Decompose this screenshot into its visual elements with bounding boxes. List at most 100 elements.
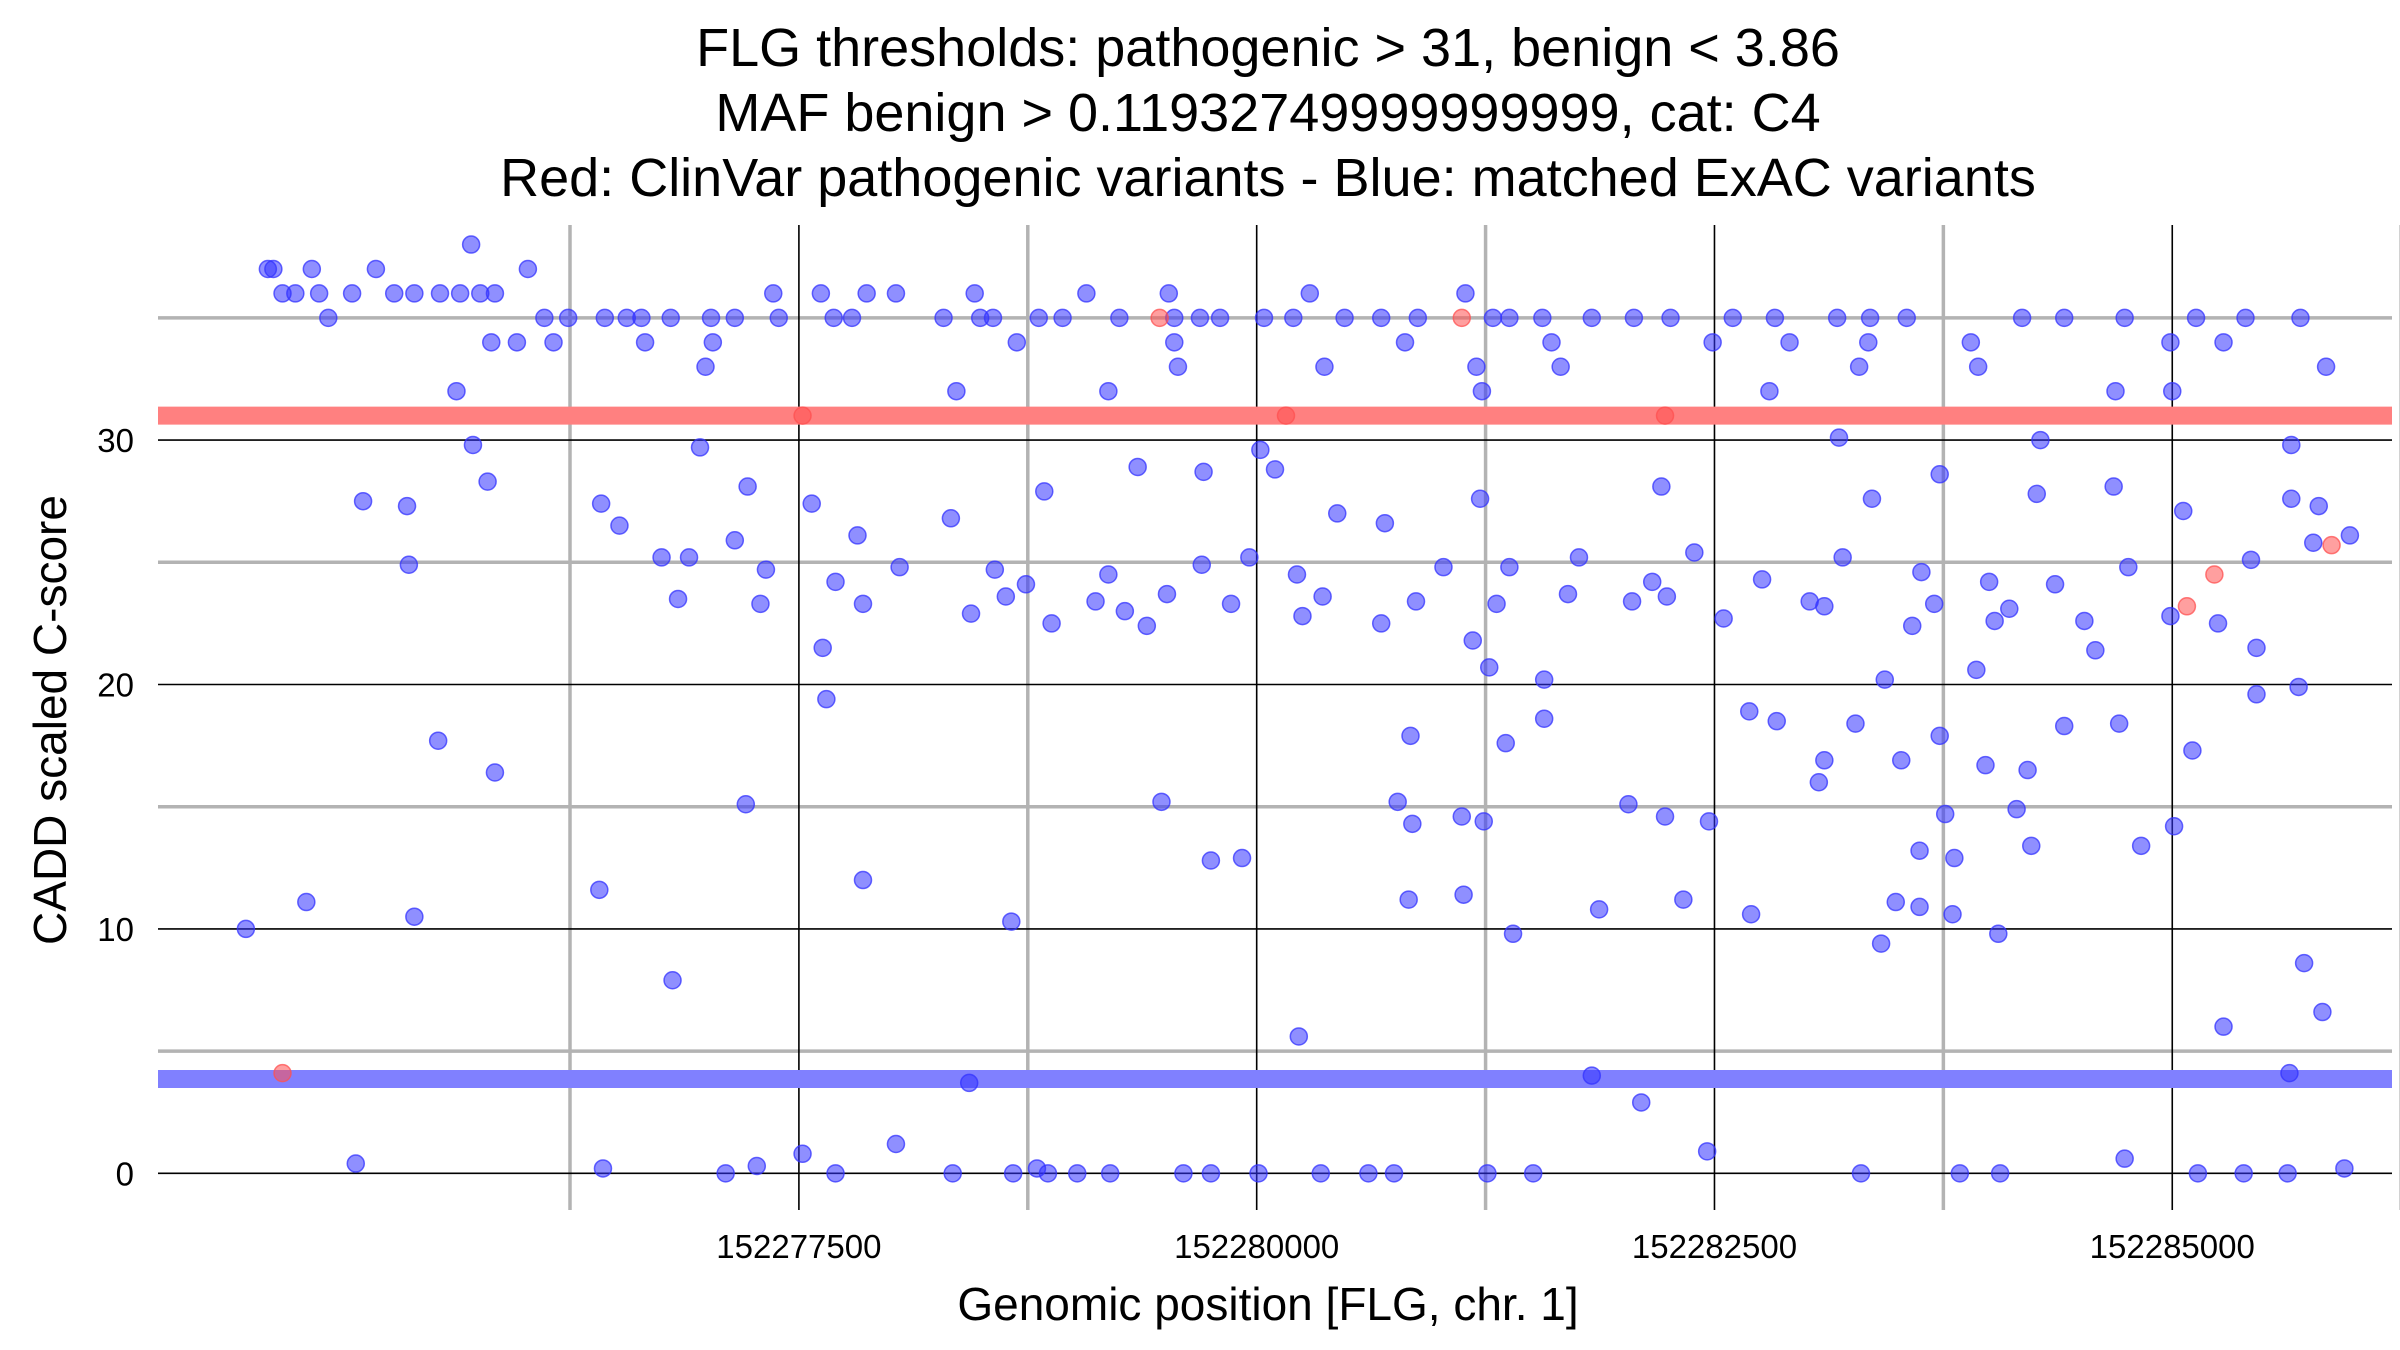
benign-variant-point (1558, 584, 1578, 604)
benign-variant-point (2278, 1164, 2297, 1183)
pathogenic-variant-point (1452, 308, 1472, 328)
benign-variant-point (2131, 836, 2151, 856)
benign-variant-point (535, 308, 554, 328)
benign-variant-point (1300, 284, 1320, 303)
benign-variant-point (1371, 308, 1391, 328)
benign-variant-point (1434, 557, 1453, 577)
benign-variant-point (1780, 333, 1799, 352)
benign-variant-point (430, 284, 450, 303)
benign-variant-point (1029, 308, 1049, 328)
benign-variant-point (1254, 308, 1274, 328)
benign-variant-point (764, 284, 783, 303)
benign-variant-point (405, 907, 424, 926)
benign-variant-point (983, 308, 1003, 328)
benign-variant-point (2294, 953, 2314, 973)
pathogenic-variant-point (2177, 597, 2197, 616)
benign-variant-point (1622, 592, 1642, 611)
benign-variant-point (1053, 308, 1072, 328)
benign-variant-point (1902, 616, 1922, 636)
benign-variant-point (264, 259, 283, 279)
benign-variant-point (286, 284, 305, 303)
benign-variant-point (853, 594, 873, 614)
benign-variant-point (1752, 570, 1772, 589)
benign-variant-point (1703, 333, 1722, 352)
benign-variant-point (2241, 550, 2261, 570)
benign-variant-point (1860, 308, 1880, 328)
benign-variant-point (1990, 1164, 2010, 1183)
benign-variant-point (1500, 308, 1519, 328)
pathogenic-variant-point (273, 1063, 292, 1083)
benign-variant-point (1589, 900, 1609, 919)
benign-variant-point (826, 1164, 845, 1183)
benign-variant-point (701, 308, 721, 328)
benign-variant-point (668, 589, 688, 609)
benign-variant-point (2086, 641, 2105, 660)
benign-variant-point (2173, 501, 2193, 521)
benign-variant-point (747, 1156, 767, 1176)
benign-variant-point (397, 496, 417, 516)
benign-variant-point (1168, 357, 1188, 377)
benign-variant-point (2291, 308, 2310, 328)
benign-variant-point (428, 731, 448, 750)
benign-variant-point (2289, 677, 2308, 697)
benign-variant-point (1892, 751, 1911, 770)
benign-variant-point (2119, 557, 2138, 577)
benign-variant-point (1165, 333, 1184, 352)
benign-variant-point (1871, 934, 1891, 953)
benign-variant-point (1503, 924, 1523, 944)
benign-variant-point (736, 795, 756, 814)
benign-variant-point (1110, 308, 1129, 328)
benign-variant-point (2022, 836, 2041, 856)
benign-variant-point (1467, 357, 1486, 377)
benign-variant-point (2309, 496, 2329, 516)
benign-variant-point (813, 638, 832, 658)
benign-variant-point (817, 689, 836, 709)
benign-variant-point (2214, 333, 2233, 352)
benign-variant-point (1827, 308, 1847, 328)
benign-variant-point (853, 870, 873, 890)
benign-variant-point (1401, 726, 1420, 746)
benign-variant-point (1479, 658, 1499, 677)
benign-variant-point (2164, 817, 2184, 836)
benign-variant-point (1157, 584, 1177, 604)
y-axis-title: CADD scaled C-score (24, 495, 76, 945)
benign-variant-point (1699, 812, 1719, 831)
y-tick-label: 20 (97, 667, 134, 704)
benign-variant-point (309, 284, 329, 303)
benign-variant-point (2282, 435, 2301, 455)
benign-variant-point (1375, 513, 1395, 533)
benign-variant-point (1115, 601, 1135, 621)
benign-variant-point (857, 284, 876, 303)
pathogenic-variant-point (1150, 308, 1169, 328)
benign-variant-point (463, 435, 483, 455)
benign-variant-point (1002, 912, 1021, 931)
benign-variant-point (679, 548, 699, 567)
benign-variant-point (1500, 557, 1519, 577)
benign-variant-point (1723, 308, 1743, 328)
benign-variant-point (1534, 709, 1554, 728)
chart-title: FLG thresholds: pathogenic > 31, benign … (500, 18, 2036, 208)
benign-variant-point (934, 308, 953, 328)
benign-variant-point (1657, 587, 1677, 606)
benign-variant-point (2012, 308, 2032, 328)
benign-variant-point (1846, 714, 1865, 733)
x-axis-tick-labels: 152277500 152280000 152282500 152285000 (716, 1228, 2255, 1265)
benign-variant-point (1478, 1164, 1497, 1183)
benign-variant-point (756, 560, 776, 579)
benign-variant-point (1470, 489, 1490, 508)
benign-variant-point (2186, 308, 2206, 328)
benign-variant-point (1935, 804, 1955, 824)
benign-variant-point (342, 284, 362, 303)
benign-variant-point (478, 472, 497, 491)
benign-variant-point (943, 1164, 962, 1183)
threshold-lines (158, 406, 2392, 1088)
benign-variant-point (1311, 1164, 1331, 1183)
benign-variant-point (1137, 616, 1157, 636)
benign-variant-point (663, 970, 682, 990)
benign-variant-point (1035, 482, 1054, 501)
benign-variant-point (1474, 812, 1494, 831)
benign-variant-point (1265, 460, 1285, 479)
benign-variant-point (941, 509, 961, 528)
benign-variant-point (632, 308, 651, 328)
benign-variant-point (2161, 606, 2180, 626)
